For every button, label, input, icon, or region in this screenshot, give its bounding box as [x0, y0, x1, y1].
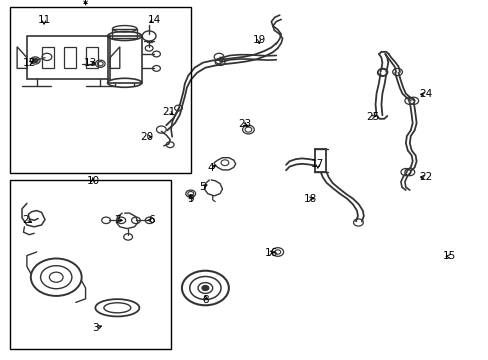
Text: 23: 23 [237, 119, 251, 129]
Text: 7: 7 [114, 215, 121, 225]
Text: 19: 19 [252, 35, 265, 45]
Text: 25: 25 [365, 112, 379, 122]
Bar [63, 47, 76, 68]
Text: 2: 2 [22, 215, 29, 225]
Text: 24: 24 [418, 89, 431, 99]
Text: 4: 4 [206, 163, 213, 174]
Text: 22: 22 [418, 172, 431, 182]
Text: 1: 1 [82, 0, 89, 6]
Text: 21: 21 [162, 107, 175, 117]
Text: 8: 8 [202, 294, 208, 305]
Bar [315, 149, 325, 172]
Text: 10: 10 [86, 176, 99, 186]
Text: 15: 15 [442, 251, 456, 261]
Text: 11: 11 [37, 15, 51, 25]
Bar [10, 180, 171, 349]
Text: 6: 6 [148, 215, 155, 225]
Text: 18: 18 [303, 194, 317, 204]
Text: 14: 14 [147, 15, 161, 25]
Text: 5: 5 [199, 182, 206, 192]
Bar [112, 29, 137, 38]
Bar [107, 36, 142, 83]
Bar [85, 47, 98, 68]
Text: 12: 12 [22, 58, 36, 68]
Circle shape [32, 58, 38, 63]
Text: 17: 17 [310, 159, 324, 169]
Bar [10, 7, 190, 173]
Bar [41, 47, 54, 68]
Text: 20: 20 [140, 132, 153, 142]
Circle shape [202, 285, 208, 291]
Text: 16: 16 [264, 248, 278, 258]
Text: 13: 13 [83, 58, 97, 68]
Text: 9: 9 [187, 194, 194, 204]
Text: 3: 3 [92, 323, 99, 333]
